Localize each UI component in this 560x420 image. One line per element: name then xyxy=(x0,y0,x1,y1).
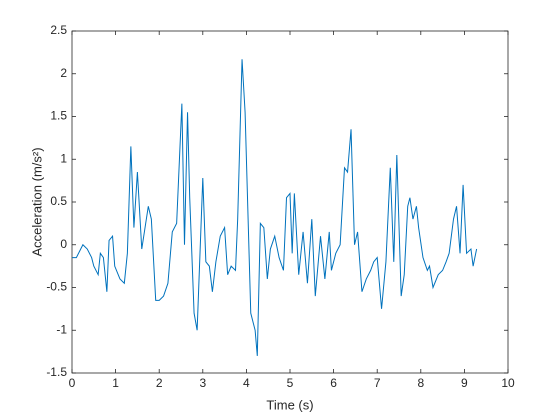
y-tick-label: 1 xyxy=(60,151,67,165)
y-axis-label: Acceleration (m/s²) xyxy=(29,147,44,256)
x-tick-label: 2 xyxy=(156,376,163,390)
x-tick-label: 0 xyxy=(69,376,76,390)
x-tick-label: 8 xyxy=(417,376,424,390)
x-tick-label: 1 xyxy=(112,376,119,390)
x-tick-label: 6 xyxy=(330,376,337,390)
y-tick-label: -1.5 xyxy=(46,365,67,379)
y-tick-label: 1.5 xyxy=(50,109,67,123)
y-tick-label: 0.5 xyxy=(50,194,67,208)
y-tick-label: 2 xyxy=(60,66,67,80)
y-tick-label: 2.5 xyxy=(50,23,67,37)
x-tick-label: 7 xyxy=(374,376,381,390)
x-axis-label: Time (s) xyxy=(266,397,313,412)
x-tick-label: 3 xyxy=(199,376,206,390)
y-tick-label: -0.5 xyxy=(46,280,67,294)
x-tick-label: 9 xyxy=(461,376,468,390)
x-tick-label: 10 xyxy=(501,376,515,390)
y-tick-label: -1 xyxy=(56,322,67,336)
data-line xyxy=(72,59,478,356)
x-tick-label: 4 xyxy=(243,376,250,390)
x-tick-label: 5 xyxy=(287,376,294,390)
y-tick-label: 0 xyxy=(60,237,67,251)
